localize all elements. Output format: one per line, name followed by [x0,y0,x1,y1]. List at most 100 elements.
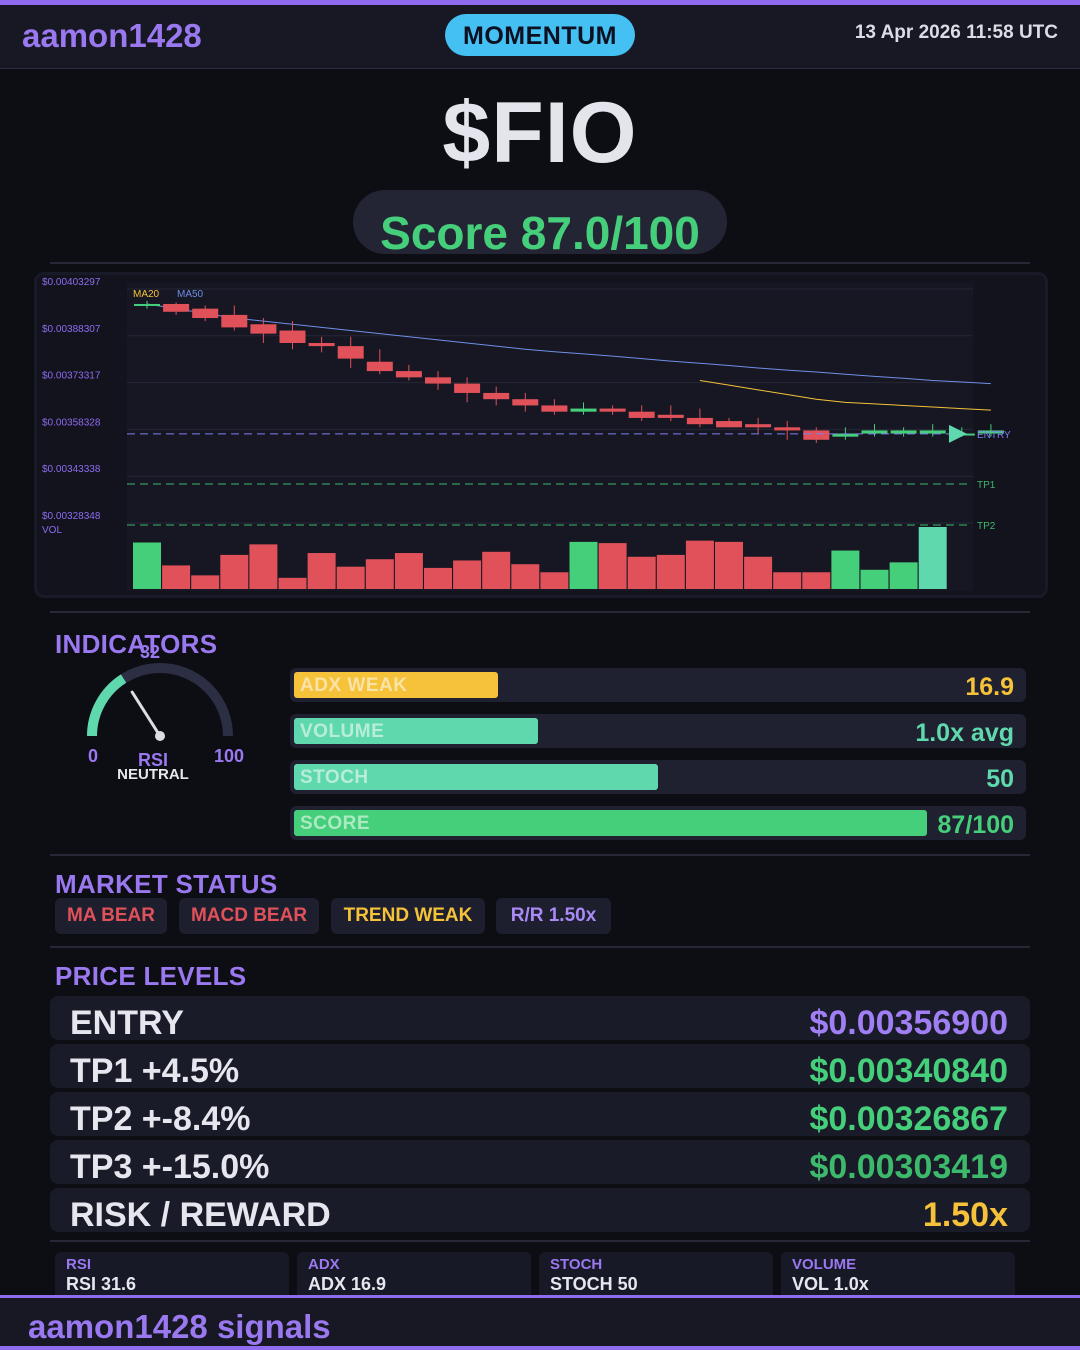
summary-card-value: RSI 31.6 [66,1274,137,1294]
status-tag-trend: TREND WEAK [331,898,485,934]
status-tag-ma: MA BEAR [55,898,167,934]
price-level-tp3: TP3 +-15.0% $0.00303419 [50,1140,1030,1186]
candle-body [599,408,626,412]
ma50-legend: MA50 [177,289,204,300]
indicator-bar-label: VOLUME [300,721,385,742]
level-label-tp2: TP2 [977,521,996,532]
candle-body [483,392,510,400]
volume-bar [889,562,918,589]
market-status-title: MARKET STATUS [55,869,278,899]
volume-bar [191,575,220,589]
level-label-entry: ENTRY [977,430,1011,441]
volume-bar [918,527,947,589]
candle-body [716,421,742,428]
y-tick-label: $0.00388307 [42,324,101,335]
indicator-bar-fill [294,810,928,836]
candle-body [163,303,190,312]
volume-bar [336,566,365,589]
candle-body [890,430,917,434]
indicators-title: INDICATORS [55,629,218,659]
volume-bar [511,564,540,589]
rsi-gauge-value: 32 [140,642,161,662]
summary-card-stoch: STOCH STOCH 50 [539,1252,773,1296]
indicator-bar-fill [294,718,538,744]
volume-bar [162,565,191,589]
summary-card-adx: ADX ADX 16.9 [297,1252,531,1296]
volume-bar [540,572,569,589]
volume-bar [249,544,278,589]
y-tick-label: $0.00328348 [42,511,101,522]
indicator-bar-score: SCORE 87/100 [290,806,1026,840]
volume-bar [220,554,249,589]
candle-body [395,371,422,378]
rsi-gauge-needle [130,690,162,738]
indicator-bar-value: 16.9 [965,673,1014,701]
candle-body [919,430,946,434]
status-tag-rr: R/R 1.50x [496,898,611,934]
plot-area [127,283,973,591]
volume-bar [831,550,860,589]
price-level-tp2: TP2 +-8.4% $0.00326867 [50,1092,1030,1138]
price-chart: $0.00403297 $0.00388307 $0.00373317 $0.0035… [34,272,1048,598]
brand-name: aamon1428 [22,17,202,54]
volume-label: VOL [42,525,62,536]
indicator-bar-adx: ADX WEAK 16.9 [290,668,1026,702]
price-level-label: RISK / REWARD [70,1196,331,1234]
rsi-gauge-state: NEUTRAL [117,766,189,783]
rsi-gauge: 32 0 100 RSI NEUTRAL [80,642,250,790]
candle-body [366,361,393,372]
candle-body [425,377,451,384]
price-level-tp1: TP1 +4.5% $0.00340840 [50,1044,1030,1090]
indicator-bar-label: STOCH [300,767,369,788]
footer-text: aamon1428 signals [28,1308,331,1345]
timestamp: 13 Apr 2026 11:58 UTC [854,22,1058,43]
price-level-value: $0.00356900 [809,1004,1008,1042]
rsi-gauge-max: 100 [214,746,245,766]
summary-card-key: STOCH [550,1256,603,1273]
strategy-badge: MOMENTUM [445,14,635,56]
volume-bar [278,577,307,589]
indicator-bar-fill [294,764,658,790]
y-tick-label: $0.00343338 [42,464,101,475]
volume-bar [715,541,743,589]
candle-body [512,399,539,406]
divider [50,611,1030,613]
candle-body [628,411,655,418]
volume-bar [802,572,831,589]
volume-bar [627,556,656,589]
price-level-label: TP1 +4.5% [70,1052,240,1090]
price-level-value: $0.00303419 [809,1148,1008,1186]
summary-card-key: ADX [308,1256,340,1273]
price-level-label: TP3 +-15.0% [70,1148,270,1186]
volume-bar [656,554,685,589]
divider [50,854,1030,856]
bottom-accent-line [0,1346,1080,1350]
status-tag-macd: MACD BEAR [179,898,319,934]
price-level-value: $0.00326867 [809,1100,1008,1138]
candle-body [774,427,801,431]
candle-body [832,433,859,437]
price-level-value: $0.00340840 [809,1052,1008,1090]
candle-body [745,424,772,428]
volume-bar [394,553,423,589]
plot-margin [973,283,1045,591]
level-label-tp1: TP1 [977,480,996,491]
candle-body [977,430,1004,434]
volume-bar [482,551,511,589]
header-bar: aamon1428 MOMENTUM 13 Apr 2026 11:58 UTC [0,5,1080,69]
price-level-label: ENTRY [70,1004,184,1042]
rsi-gauge-hub [155,731,165,741]
candle-body [221,314,248,328]
volume-bar [598,543,627,589]
candle-body [541,405,568,412]
volume-bar [773,572,802,589]
divider [50,262,1030,264]
candle-body [686,417,713,425]
candle-body [657,414,684,418]
candle-body [308,343,335,347]
volume-bar [569,541,598,589]
candle-body [250,324,277,334]
summary-card-key: VOLUME [792,1256,857,1273]
price-level-label: TP2 +-8.4% [70,1100,251,1138]
candle-body [134,303,160,306]
